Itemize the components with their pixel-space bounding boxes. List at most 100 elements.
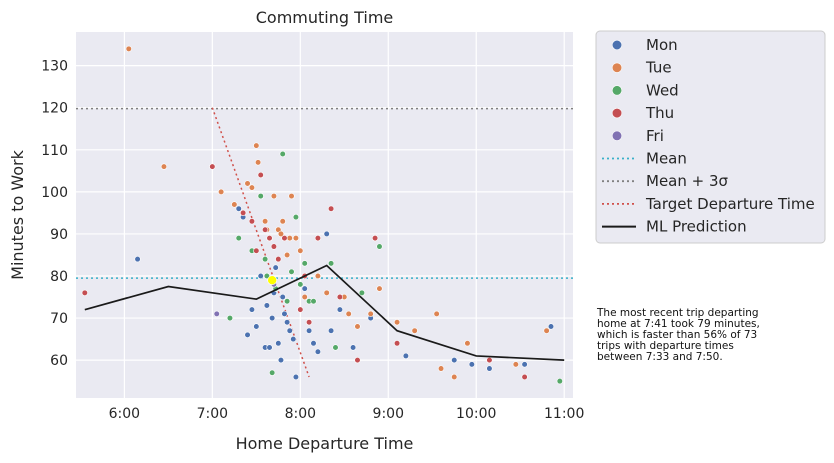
point-mon bbox=[244, 331, 251, 338]
legend: Mon Tue Wed Thu Fri Mean Mean + 3σ Target Depar… bbox=[595, 30, 826, 244]
point-tue bbox=[284, 251, 291, 259]
point-tue bbox=[125, 45, 132, 52]
point-tue bbox=[376, 285, 383, 292]
legend-label-tue: Tue bbox=[645, 59, 672, 77]
point-mon bbox=[323, 230, 330, 238]
point-mon bbox=[547, 323, 555, 330]
point-mon bbox=[327, 327, 335, 334]
legend-marker-thu bbox=[611, 107, 623, 119]
point-wed bbox=[269, 369, 276, 376]
point-mon bbox=[336, 306, 343, 313]
legend-label-mon: Mon bbox=[646, 36, 678, 54]
point-mon bbox=[290, 336, 297, 343]
point-tue bbox=[543, 327, 550, 334]
y-tick-label: 70 bbox=[50, 311, 68, 327]
point-tue bbox=[253, 142, 260, 149]
point-wed bbox=[262, 256, 269, 263]
legend-marker-mon bbox=[611, 39, 623, 51]
point-wed bbox=[358, 289, 365, 296]
point-mon bbox=[292, 373, 300, 381]
legend-label-target-departure-time: Target Departure Time bbox=[645, 195, 815, 213]
point-tue bbox=[411, 327, 418, 334]
x-tick-label: 9:00 bbox=[373, 406, 404, 422]
x-tick-label: 7:00 bbox=[197, 406, 228, 422]
point-wed bbox=[279, 150, 286, 158]
point-mon bbox=[284, 319, 291, 326]
point-wed bbox=[556, 378, 563, 385]
point-tue bbox=[254, 159, 262, 166]
prediction-line bbox=[84, 264, 565, 361]
legend-label-fri: Fri bbox=[646, 127, 664, 145]
gridlines bbox=[76, 32, 573, 398]
point-mon bbox=[286, 327, 293, 334]
point-mon bbox=[451, 357, 458, 364]
point-mon bbox=[257, 272, 264, 280]
point-thu bbox=[262, 226, 269, 233]
point-wed bbox=[376, 243, 383, 250]
data-points bbox=[81, 45, 563, 385]
point-tue bbox=[277, 230, 285, 238]
x-tick-label: 11:00 bbox=[544, 406, 584, 422]
point-mon bbox=[269, 314, 276, 322]
point-tue bbox=[464, 340, 471, 347]
point-tue bbox=[367, 310, 374, 317]
point-mon bbox=[349, 344, 357, 351]
highlighted-trip-point bbox=[267, 275, 277, 286]
legend-box bbox=[595, 30, 826, 244]
point-tue bbox=[270, 192, 278, 200]
legend-marker-wed bbox=[611, 85, 623, 96]
y-tick-label: 90 bbox=[50, 227, 68, 243]
point-mon bbox=[235, 205, 242, 212]
point-wed bbox=[226, 314, 234, 322]
point-thu bbox=[209, 163, 216, 170]
point-mon bbox=[468, 361, 475, 368]
point-mon bbox=[263, 302, 270, 309]
point-mon bbox=[266, 344, 273, 351]
x-tick-labels: 6:00 7:00 8:00 9:00 10:00 11:00 bbox=[109, 406, 585, 422]
point-mon bbox=[279, 293, 286, 301]
point-thu bbox=[336, 293, 343, 301]
point-thu bbox=[393, 340, 401, 347]
y-tick-label: 60 bbox=[50, 353, 68, 369]
point-tue bbox=[301, 293, 308, 301]
point-mon bbox=[521, 361, 528, 368]
ml-prediction-line bbox=[84, 264, 565, 361]
point-tue bbox=[279, 218, 286, 225]
point-tue bbox=[323, 289, 330, 296]
point-fri bbox=[213, 310, 220, 317]
point-thu bbox=[314, 235, 322, 242]
point-wed bbox=[327, 260, 335, 267]
annotation-text: The most recent trip departing home at 7… bbox=[597, 307, 760, 363]
chart-title: Commuting Time bbox=[256, 8, 394, 27]
plot-background bbox=[76, 32, 573, 398]
point-tue bbox=[286, 235, 293, 242]
x-tick-label: 10:00 bbox=[456, 406, 496, 422]
legend-label-thu: Thu bbox=[645, 104, 674, 122]
y-tick-labels: 60 70 80 90 100 110 120 130 bbox=[41, 59, 68, 369]
point-thu bbox=[306, 319, 313, 326]
point-tue bbox=[345, 310, 352, 317]
legend-label-mean-3: Mean + 3σ bbox=[646, 172, 729, 190]
point-mon bbox=[277, 357, 285, 364]
y-tick-label: 100 bbox=[41, 185, 68, 201]
legend-label-ml-prediction: ML Prediction bbox=[646, 218, 747, 236]
point-mon bbox=[275, 340, 282, 347]
point-thu bbox=[486, 357, 493, 364]
point-mon bbox=[310, 340, 317, 347]
point-wed bbox=[288, 268, 295, 275]
point-mon bbox=[486, 365, 493, 372]
point-tue bbox=[288, 192, 295, 200]
point-mon bbox=[134, 256, 141, 263]
point-thu bbox=[281, 235, 288, 242]
point-wed bbox=[332, 344, 339, 351]
point-wed bbox=[292, 214, 300, 221]
x-tick-label: 6:00 bbox=[109, 406, 140, 422]
point-thu bbox=[354, 357, 361, 364]
point-mon bbox=[306, 327, 313, 334]
point-tue bbox=[437, 365, 445, 372]
point-thu bbox=[253, 247, 260, 254]
point-tue bbox=[244, 180, 251, 187]
legend-marker-tue bbox=[611, 62, 623, 73]
point-mon bbox=[281, 310, 288, 317]
